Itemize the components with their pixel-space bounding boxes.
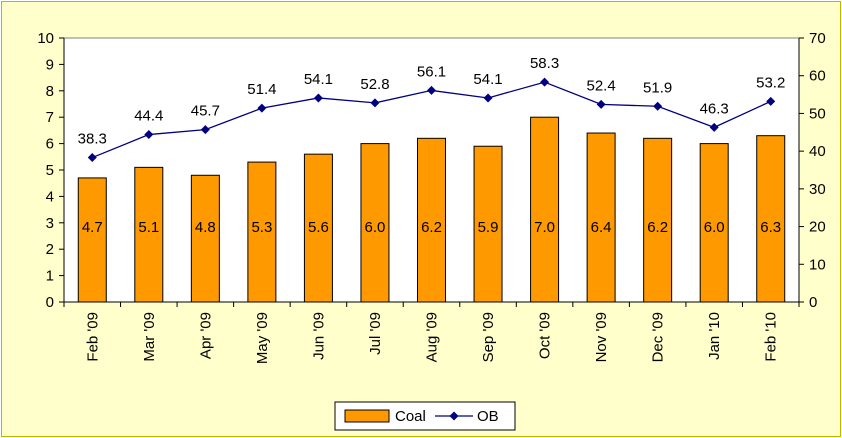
- y-left-tick-label: 10: [37, 30, 54, 47]
- ob-line-layer: [87, 77, 776, 163]
- y-left-tick-label: 6: [46, 136, 54, 153]
- coal-bar: [586, 132, 616, 303]
- coal-value-label: 4.8: [195, 219, 216, 236]
- ob-point-marker: [596, 99, 606, 109]
- legend-ob-marker: [449, 411, 459, 421]
- x-tick-label: Dec '09: [650, 312, 667, 362]
- ob-point-marker: [653, 101, 663, 111]
- y-right-tick-label: 10: [809, 256, 826, 273]
- y-left-tick-label: 1: [46, 268, 54, 285]
- y-left-tick-label: 7: [46, 109, 54, 126]
- ob-point-marker: [313, 93, 323, 103]
- x-tick-label: Feb '09: [84, 312, 101, 362]
- ob-value-label: 51.9: [643, 79, 672, 96]
- coal-value-label: 7.0: [534, 219, 555, 236]
- ob-value-label: 51.4: [247, 81, 276, 98]
- y-left-tick-label: 4: [46, 188, 54, 205]
- axes: 0 1 2 3 4 5 6 7 8 9 10 0 10 20 30 40 50 60 70 Feb '09 Mar '0…: [37, 30, 825, 364]
- ob-value-label: 52.8: [360, 76, 389, 93]
- ob-value-label: 56.1: [417, 63, 446, 80]
- ob-point-marker: [144, 130, 154, 140]
- coal-bar: [530, 116, 560, 303]
- y-right-tick-label: 0: [809, 294, 817, 311]
- ob-value-label: 46.3: [700, 100, 729, 117]
- coal-bar: [756, 135, 786, 303]
- x-tick-label: Aug '09: [424, 312, 441, 362]
- coal-value-label: 4.7: [82, 219, 103, 236]
- ob-value-label: 52.4: [587, 77, 616, 94]
- y-right-tick-label: 50: [809, 105, 826, 122]
- x-tick-label: Mar '09: [141, 312, 158, 362]
- legend-ob-label: OB: [477, 408, 499, 425]
- y-left-tick-label: 2: [46, 241, 54, 258]
- ob-point-marker: [540, 77, 550, 87]
- ob-point-marker: [766, 96, 776, 106]
- coal-bars: [77, 116, 786, 303]
- x-tick-label: Jul '09: [367, 312, 384, 355]
- y-right-tick-label: 60: [809, 68, 826, 85]
- y-right-tick-label: 70: [809, 30, 826, 47]
- ob-value-label: 38.3: [78, 131, 107, 148]
- coal-bar: [417, 137, 446, 303]
- x-tick-label: Feb '10: [763, 312, 780, 362]
- x-tick-label: Jun '09: [310, 312, 327, 360]
- coal-value-label: 5.1: [138, 219, 159, 236]
- coal-bar: [77, 177, 107, 303]
- y-left-tick-label: 9: [46, 56, 54, 73]
- y-left-tick-label: 0: [46, 294, 54, 311]
- coal-value-label: 6.4: [591, 219, 612, 236]
- y-right-tick-label: 20: [809, 219, 826, 236]
- ob-value-label: 58.3: [530, 55, 559, 72]
- ob-point-marker: [257, 103, 267, 113]
- x-tick-label: Jan '10: [706, 312, 723, 360]
- x-tick-label: Oct '09: [537, 312, 554, 359]
- ob-value-label: 54.1: [473, 71, 502, 88]
- y-right-tick-label: 30: [809, 181, 826, 198]
- x-tick-label: Sep '09: [480, 312, 497, 362]
- legend-coal-swatch: [344, 409, 390, 423]
- coal-value-label: 6.3: [760, 219, 781, 236]
- coal-value-label: 6.2: [421, 219, 442, 236]
- coal-value-label: 6.0: [365, 219, 386, 236]
- x-tick-label: May '09: [254, 312, 271, 364]
- y-right-tick-label: 40: [809, 143, 826, 160]
- ob-point-marker: [370, 98, 380, 108]
- y-left-tick-label: 5: [46, 162, 54, 179]
- coal-bar: [643, 137, 673, 303]
- ob-point-marker: [200, 125, 210, 135]
- coal-value-label: 6.2: [647, 219, 668, 236]
- legend: Coal OB: [334, 401, 516, 431]
- coal-value-label: 6.0: [704, 219, 725, 236]
- coal-bar: [134, 166, 164, 303]
- ob-point-marker: [87, 153, 97, 163]
- y-left-tick-label: 3: [46, 215, 54, 232]
- ob-point-marker: [709, 122, 719, 132]
- y-left-tick-label: 8: [46, 83, 54, 100]
- coal-value-label: 5.6: [308, 219, 329, 236]
- coal-bar: [303, 153, 333, 303]
- coal-value-label: 5.9: [478, 219, 499, 236]
- data-labels: 4.7 5.1 4.8 5.3 5.6 6.0 6.2 5.9 7.0 6.4 6.2 6.0 6.3 3…: [78, 55, 786, 236]
- coal-bar: [190, 174, 220, 303]
- ob-point-marker: [483, 93, 493, 103]
- x-tick-label: Apr '09: [197, 312, 214, 359]
- legend-coal-label: Coal: [395, 408, 426, 425]
- coal-value-label: 5.3: [251, 219, 272, 236]
- ob-value-label: 45.7: [191, 103, 220, 120]
- ob-value-label: 53.2: [756, 74, 785, 91]
- ob-value-label: 44.4: [134, 108, 163, 125]
- ob-point-marker: [427, 85, 436, 95]
- x-tick-label: Nov '09: [593, 312, 610, 362]
- ob-value-label: 54.1: [304, 71, 333, 88]
